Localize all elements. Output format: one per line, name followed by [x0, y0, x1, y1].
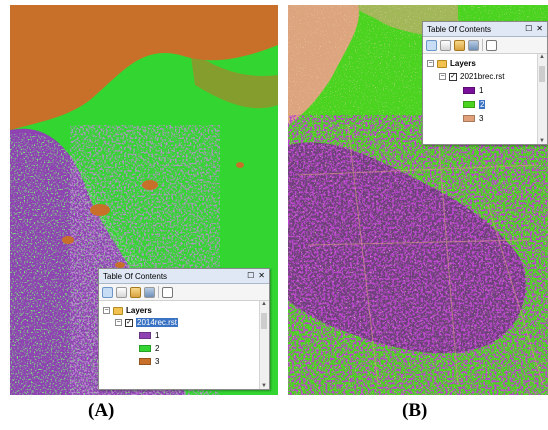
classified-map-a: Table Of Contents ☐ ✕ − Layers − ✓ 201: [10, 5, 278, 395]
class-2-swatch: [139, 345, 151, 352]
legend-class-2: 2: [139, 343, 159, 354]
options-icon[interactable]: [486, 39, 497, 51]
options-icon[interactable]: [162, 286, 173, 298]
legend-class-2: 2: [463, 99, 486, 110]
scroll-thumb[interactable]: [539, 66, 545, 82]
toc-scrollbar[interactable]: ▲ ▼: [537, 54, 547, 144]
layers-folder-icon: [113, 306, 123, 315]
legend-class-3: 3: [139, 356, 159, 367]
legend-class-3: 3: [463, 113, 483, 124]
toc-toolbar: [99, 284, 269, 301]
list-by-drawing-order-icon[interactable]: [426, 39, 437, 51]
toc-tree: − Layers − ✓ 2021brec.rst 1 2 3: [423, 54, 547, 144]
collapse-icon[interactable]: −: [115, 319, 122, 326]
scroll-up-icon[interactable]: ▲: [261, 301, 267, 307]
layers-label: Layers: [126, 306, 152, 315]
scroll-up-icon[interactable]: ▲: [539, 54, 545, 60]
toc-tree: − Layers − ✓ 2014rec.rst 1 2 3: [99, 301, 269, 389]
toc-toolbar: [423, 37, 547, 54]
class-2-label: 2: [155, 344, 160, 353]
tree-row-layers[interactable]: − Layers: [427, 58, 476, 69]
table-of-contents-b: Table Of Contents ☐ ✕ − Layers − ✓ 202: [422, 21, 548, 145]
toc-title: Table Of Contents: [427, 24, 492, 34]
close-icon[interactable]: ✕: [258, 271, 265, 280]
caption-a: (A): [88, 400, 115, 421]
class-1-swatch: [139, 332, 151, 339]
scroll-down-icon[interactable]: ▼: [539, 138, 545, 144]
classified-map-b: Table Of Contents ☐ ✕ − Layers − ✓ 202: [288, 5, 548, 395]
class-1-label: 1: [479, 86, 484, 95]
class-2-swatch: [463, 101, 475, 108]
class-2-label: 2: [479, 100, 486, 109]
class-3-swatch: [463, 115, 475, 122]
list-by-drawing-order-icon[interactable]: [102, 286, 113, 298]
list-by-source-icon[interactable]: [116, 286, 127, 298]
class-3-label: 3: [479, 114, 484, 123]
legend-class-1: 1: [139, 330, 159, 341]
toolbar-divider: [158, 286, 159, 298]
toc-scrollbar[interactable]: ▲ ▼: [259, 301, 269, 389]
collapse-icon[interactable]: −: [439, 73, 446, 80]
caption-b: (B): [402, 400, 428, 421]
layers-folder-icon: [437, 59, 447, 68]
list-by-visibility-icon[interactable]: [454, 39, 465, 51]
layer-visibility-checkbox[interactable]: ✓: [125, 318, 133, 327]
class-1-label: 1: [155, 331, 160, 340]
list-by-selection-icon[interactable]: [468, 39, 479, 51]
restore-icon[interactable]: ☐: [525, 24, 533, 33]
close-icon[interactable]: ✕: [536, 24, 543, 33]
toolbar-divider: [482, 39, 483, 51]
layers-label: Layers: [450, 59, 476, 68]
raster-layer-name[interactable]: 2021brec.rst: [460, 72, 505, 81]
list-by-source-icon[interactable]: [440, 39, 451, 51]
toc-title-bar: Table Of Contents ☐ ✕: [423, 22, 547, 37]
class-3-swatch: [139, 358, 151, 365]
collapse-icon[interactable]: −: [103, 307, 110, 314]
tree-row-raster[interactable]: − ✓ 2021brec.rst: [439, 71, 504, 82]
restore-icon[interactable]: ☐: [247, 271, 255, 280]
class-1-swatch: [463, 87, 475, 94]
raster-layer-name[interactable]: 2014rec.rst: [136, 318, 179, 327]
scroll-thumb[interactable]: [261, 313, 267, 329]
class-3-label: 3: [155, 357, 160, 366]
toc-title-bar: Table Of Contents ☐ ✕: [99, 269, 269, 284]
tree-row-raster[interactable]: − ✓ 2014rec.rst: [115, 317, 179, 328]
legend-class-1: 1: [463, 85, 483, 96]
collapse-icon[interactable]: −: [427, 60, 434, 67]
list-by-visibility-icon[interactable]: [130, 286, 141, 298]
tree-row-layers[interactable]: − Layers: [103, 305, 152, 316]
list-by-selection-icon[interactable]: [144, 286, 155, 298]
table-of-contents-a: Table Of Contents ☐ ✕ − Layers − ✓ 201: [98, 268, 270, 390]
toc-title: Table Of Contents: [103, 271, 168, 281]
layer-visibility-checkbox[interactable]: ✓: [449, 72, 457, 81]
scroll-down-icon[interactable]: ▼: [261, 383, 267, 389]
